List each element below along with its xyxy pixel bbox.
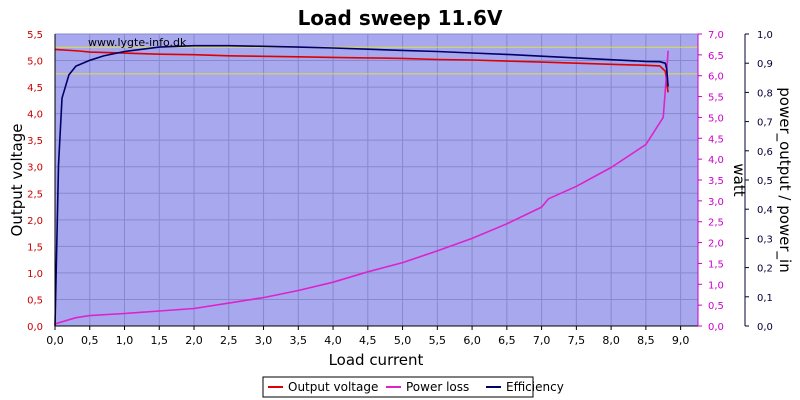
y-left-tick-label: 2,0	[27, 216, 43, 227]
x-tick-label: 0,5	[81, 334, 99, 347]
y-right2-tick-label: 0,0	[757, 322, 773, 333]
x-tick-label: 6,5	[498, 334, 516, 347]
series-line-efficiency	[54, 44, 669, 327]
y-right1-tick-label: 0,0	[708, 322, 724, 333]
y-right1-tick-label: 5,5	[708, 93, 724, 104]
legend-label: Power loss	[406, 380, 469, 394]
y-right2-tick-label: 0,1	[757, 293, 773, 304]
y-right1-tick-label: 7,0	[708, 30, 724, 41]
x-tick-label: 1,5	[151, 334, 169, 347]
y-left-tick-label: 1,0	[27, 269, 43, 280]
y-right1-tick-label: 1,5	[708, 259, 724, 270]
x-axis-title: Load current	[329, 351, 424, 369]
chart-title: Load sweep 11.6V	[298, 6, 503, 30]
x-tick-label: 3,0	[255, 334, 273, 347]
series-line-output-voltage	[54, 48, 669, 93]
x-tick-label: 4,5	[359, 334, 377, 347]
y-right1-tick-label: 3,0	[708, 197, 724, 208]
y-right2-tick-label: 0,3	[757, 234, 773, 245]
y-left-tick-label: 3,5	[27, 136, 43, 147]
x-tick-label: 7,5	[568, 334, 586, 347]
y-left-tick-label: 5,5	[27, 30, 43, 41]
plot-area	[55, 34, 698, 326]
y-left-tick-label: 1,5	[27, 242, 43, 253]
x-tick-label: 7,0	[533, 334, 551, 347]
series-layer	[54, 44, 669, 327]
x-tick-label: 9,0	[672, 334, 690, 347]
x-tick-label: 8,0	[602, 334, 620, 347]
x-tick-label: 5,5	[429, 334, 447, 347]
series-line-power-loss	[54, 50, 669, 325]
y-left-tick-label: 3,0	[27, 163, 43, 174]
x-tick-label: 2,5	[220, 334, 238, 347]
y-left-tick-label: 0,0	[27, 322, 43, 333]
y-right1-tick-label: 6,0	[708, 72, 724, 83]
y-right1-tick-label: 3,5	[708, 176, 724, 187]
x-tick-label: 6,0	[463, 334, 481, 347]
y-right2-tick-label: 0,5	[757, 176, 773, 187]
y-right1-tick-label: 4,0	[708, 155, 724, 166]
grid-lines	[54, 33, 698, 327]
y-right1-tick-label: 2,5	[708, 218, 724, 229]
x-tick-label: 1,0	[116, 334, 134, 347]
x-tick-label: 8,5	[637, 334, 655, 347]
y-right2-tick-label: 0,8	[757, 88, 773, 99]
y-right1-tick-label: 1,0	[708, 280, 724, 291]
y-right2-tick-label: 1,0	[757, 30, 773, 41]
y-right1-tick-label: 0,5	[708, 301, 724, 312]
legend: Output voltage Power loss Efficiency	[262, 376, 564, 398]
y-left-tick-label: 2,5	[27, 189, 43, 200]
y-axis-right2-title: power_output / power_in	[775, 87, 794, 272]
y-right2-tick-label: 0,7	[757, 118, 773, 129]
x-tick-label: 4,0	[324, 334, 342, 347]
y-right2-tick-label: 0,6	[757, 147, 773, 158]
y-axis-left-title: Output voltage	[8, 124, 26, 237]
y-left-tick-label: 4,0	[27, 110, 43, 121]
y-axis-right1-title: watt	[730, 163, 748, 196]
x-tick-label: 3,5	[290, 334, 308, 347]
watermark-text: www.lygte-info.dk	[88, 36, 187, 49]
x-tick-label: 2,0	[185, 334, 203, 347]
y-right2-tick-label: 0,2	[757, 264, 773, 275]
legend-label: Output voltage	[288, 380, 378, 394]
y-right2-tick-label: 0,9	[757, 59, 773, 70]
legend-label: Efficiency	[506, 380, 564, 394]
y-right1-tick-label: 2,0	[708, 239, 724, 250]
axes: 0,0 0,5 1,0 1,5 2,0 2,5 3,0 3,5 4,0 4,5 5,0 5,5 6,0 6…	[27, 30, 773, 347]
y-left-tick-label: 0,5	[27, 295, 43, 306]
y-left-tick-label: 5,0	[27, 57, 43, 68]
y-right1-tick-label: 5,0	[708, 113, 724, 124]
y-right2-tick-label: 0,4	[757, 205, 773, 216]
x-tick-label: 0,0	[46, 334, 64, 347]
y-right1-tick-label: 6,5	[708, 51, 724, 62]
y-right1-tick-label: 4,5	[708, 134, 724, 145]
x-tick-label: 5,0	[394, 334, 412, 347]
y-left-tick-label: 4,5	[27, 83, 43, 94]
